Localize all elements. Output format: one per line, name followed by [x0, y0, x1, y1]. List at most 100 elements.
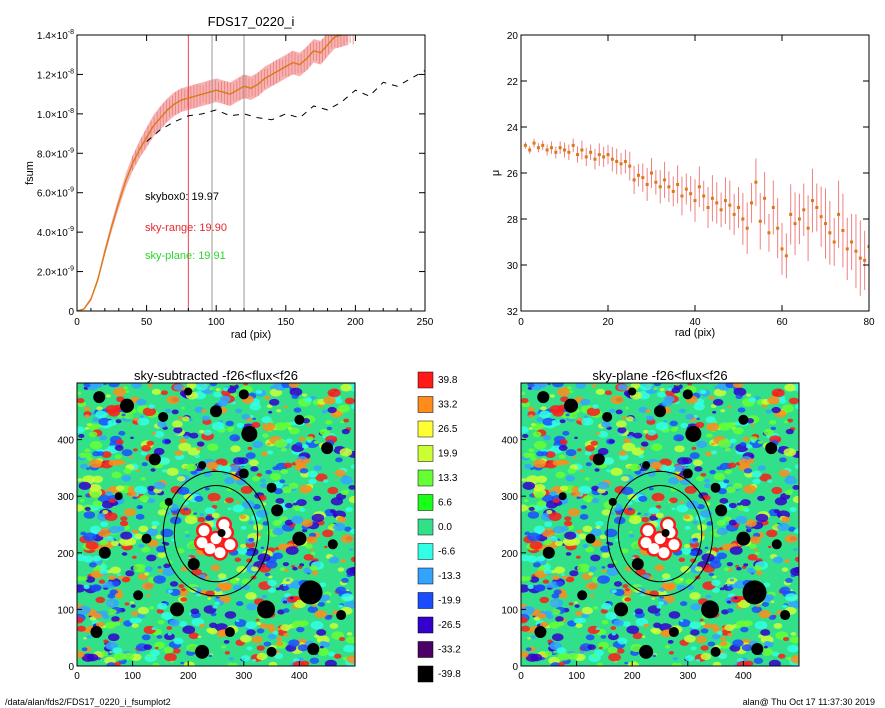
outer-ellipse	[606, 470, 714, 597]
noise-blob	[135, 513, 145, 520]
noise-blob	[108, 575, 116, 581]
noise-blob	[301, 528, 308, 533]
noise-blob	[151, 525, 157, 530]
noise-blob	[227, 662, 234, 666]
x-tick-label: 80	[863, 317, 875, 328]
noise-blob	[543, 610, 552, 616]
noise-blob	[700, 532, 706, 537]
noise-blob	[747, 458, 755, 464]
mu-point	[702, 194, 706, 198]
mu-point	[632, 178, 636, 182]
noise-blob	[313, 465, 322, 471]
y-tick-label: 0	[68, 662, 74, 673]
noise-blob	[576, 448, 582, 452]
noise-blob	[586, 407, 601, 416]
noise-blob	[329, 509, 336, 514]
noise-blob	[314, 610, 327, 619]
masked-star	[158, 411, 169, 422]
noise-blob	[695, 421, 705, 428]
noise-blob	[128, 456, 133, 459]
noise-blob	[638, 495, 648, 502]
noise-blob	[558, 592, 568, 599]
noise-blob	[673, 383, 682, 386]
noise-blob	[685, 500, 699, 509]
noise-blob	[310, 551, 316, 556]
noise-blob	[85, 576, 96, 583]
noise-blob	[194, 495, 204, 502]
noise-blob	[631, 556, 636, 560]
noise-blob	[713, 398, 724, 406]
galaxy-core	[658, 547, 670, 559]
noise-blob	[241, 578, 251, 585]
noise-blob	[540, 621, 549, 628]
noise-blob	[237, 547, 248, 555]
noise-blob	[151, 627, 157, 631]
sky-plane-frame	[520, 382, 800, 667]
noise-blob	[784, 476, 798, 485]
noise-blob	[525, 576, 532, 581]
noise-blob	[655, 422, 669, 431]
noise-blob	[663, 420, 668, 423]
noise-blob	[708, 395, 715, 400]
noise-blob	[141, 546, 151, 553]
noise-blob	[768, 545, 772, 549]
noise-blob	[188, 418, 193, 422]
noise-blob	[262, 422, 276, 432]
noise-blob	[626, 500, 633, 506]
noise-blob	[127, 486, 136, 492]
noise-blob	[95, 410, 107, 419]
masked-star	[751, 643, 764, 656]
noise-blob	[77, 625, 86, 632]
noise-blob	[197, 635, 202, 638]
noise-blob	[77, 504, 84, 512]
noise-blob	[575, 623, 583, 628]
y-tick-label: 8.0×10-9	[37, 147, 74, 160]
noise-blob	[113, 621, 121, 627]
noise-blob	[291, 515, 304, 524]
noise-blob	[309, 657, 320, 664]
noise-blob	[703, 483, 711, 488]
colorbar-label: -13.3	[438, 571, 461, 582]
noise-blob	[534, 491, 545, 499]
noise-blob	[689, 621, 701, 629]
noise-blob	[584, 477, 590, 481]
noise-blob	[705, 416, 716, 424]
noise-blob	[567, 652, 579, 660]
noise-blob	[156, 634, 163, 639]
noise-blob	[324, 659, 337, 666]
noise-blob	[178, 442, 192, 452]
colorbar-label: -26.5	[438, 620, 461, 631]
noise-blob	[582, 525, 593, 533]
noise-blob	[751, 470, 762, 478]
noise-blob	[179, 507, 192, 516]
noise-blob	[146, 440, 155, 446]
noise-blob	[142, 582, 154, 590]
noise-blob	[246, 629, 256, 636]
noise-blob	[86, 423, 92, 427]
noise-blob	[236, 601, 244, 607]
noise-blob	[664, 645, 671, 649]
noise-blob	[158, 457, 171, 466]
noise-blob	[765, 641, 774, 648]
noise-blob	[292, 566, 298, 571]
noise-blob	[264, 395, 271, 400]
noise-blob	[256, 652, 268, 661]
noise-blob	[84, 506, 91, 511]
masked-star	[668, 627, 679, 638]
noise-blob	[579, 650, 585, 654]
noise-blob	[207, 443, 219, 451]
mu-point	[737, 206, 740, 209]
y-tick-label: 20	[507, 31, 519, 42]
mu-point	[593, 157, 597, 161]
noise-blob	[181, 406, 185, 410]
mu-plot: 0 20 40 60 80 20 22 24 26 28 30 32 rad (pix) μ	[490, 31, 875, 339]
noise-blob	[232, 504, 245, 513]
noise-blob	[784, 383, 796, 392]
noise-blob	[281, 486, 292, 494]
masked-star	[238, 468, 249, 479]
noise-blob	[700, 472, 707, 477]
colorbar-swatch	[417, 665, 434, 683]
noise-blob	[624, 566, 633, 572]
noise-blob	[207, 492, 221, 502]
noise-blob	[542, 434, 551, 441]
